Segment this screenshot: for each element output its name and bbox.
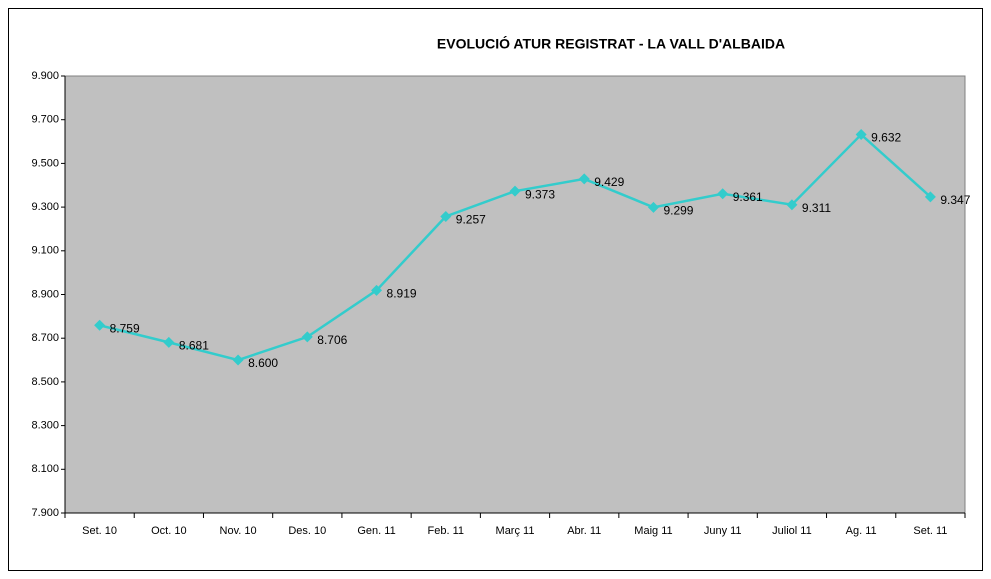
point-marker	[855, 129, 867, 141]
data-label: 9.311	[802, 201, 831, 215]
x-tick-label: Set. 10	[82, 525, 117, 537]
data-label: 9.257	[456, 213, 486, 227]
plot-area	[64, 75, 966, 514]
x-tick-label: Nov. 10	[220, 525, 257, 537]
x-tick-label: Maig 11	[634, 525, 672, 537]
data-label: 9.632	[871, 131, 901, 145]
point-marker	[578, 173, 590, 185]
data-label: 9.373	[525, 187, 555, 201]
point-marker	[301, 331, 313, 343]
point-marker	[163, 336, 175, 348]
data-label: 8.706	[317, 333, 347, 347]
data-label: 8.600	[248, 356, 278, 370]
point-marker	[717, 188, 729, 200]
point-marker	[509, 185, 521, 197]
point-marker	[647, 201, 659, 213]
point-marker	[371, 284, 383, 296]
point-marker	[440, 210, 452, 222]
x-tick-label: Juny 11	[704, 525, 742, 537]
y-tick-label: 8.700	[31, 332, 59, 344]
point-marker	[786, 199, 798, 211]
y-tick-label: 8.900	[31, 288, 59, 300]
data-label: 9.361	[733, 190, 763, 204]
x-tick-label: Juliol 11	[772, 525, 812, 537]
x-tick-label: Set. 11	[913, 525, 947, 537]
data-label: 9.347	[940, 193, 970, 207]
y-tick-label: 8.100	[31, 463, 59, 475]
y-tick-label: 7.900	[31, 507, 59, 519]
x-tick-label: Oct. 10	[151, 525, 186, 537]
data-label: 9.429	[594, 175, 624, 189]
data-label: 8.681	[179, 339, 209, 353]
data-label: 8.919	[387, 287, 417, 301]
x-tick-label: Des. 10	[288, 525, 326, 537]
point-marker	[94, 319, 106, 331]
y-tick-label: 9.500	[31, 157, 59, 169]
y-tick-label: 9.300	[31, 201, 59, 213]
point-marker	[232, 354, 244, 366]
x-tick-label: Ag. 11	[846, 525, 877, 537]
y-tick-label: 9.100	[31, 245, 59, 257]
y-tick-label: 8.500	[31, 376, 59, 388]
point-marker	[924, 191, 936, 203]
x-tick-label: Feb. 11	[428, 525, 465, 537]
x-tick-label: Abr. 11	[567, 525, 601, 537]
y-tick-label: 9.700	[31, 114, 59, 126]
data-label: 8.759	[110, 321, 140, 335]
chart-title: EVOLUCIÓ ATUR REGISTRAT - LA VALL D'ALBA…	[437, 35, 785, 52]
y-tick-label: 9.900	[31, 70, 59, 82]
y-tick-label: 8.300	[31, 420, 59, 432]
x-tick-label: Març 11	[496, 525, 535, 537]
x-tick-label: Gen. 11	[357, 525, 395, 537]
data-label: 9.299	[663, 203, 693, 217]
